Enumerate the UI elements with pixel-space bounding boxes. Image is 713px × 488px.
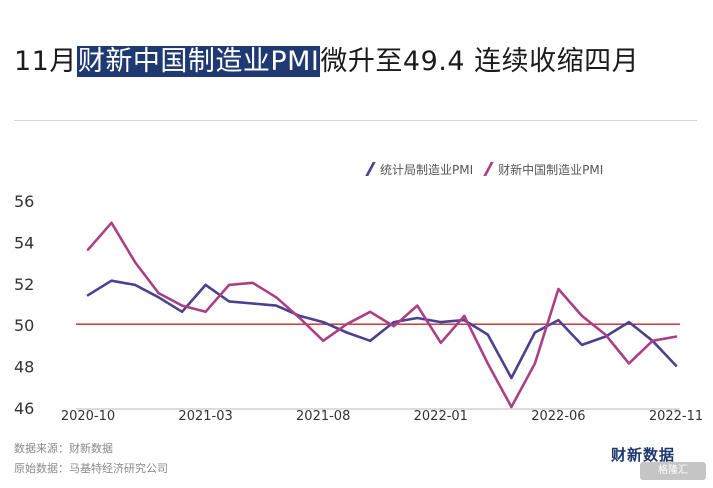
y-tick-label: 54 (14, 233, 34, 252)
source-value: 财新数据 (69, 442, 113, 455)
watermark-stamp: 格隆汇 (640, 462, 706, 480)
series-line-nbs (86, 279, 678, 380)
series-line-caixin (86, 221, 678, 409)
origin-value: 马基特经济研究公司 (69, 462, 168, 475)
source-label: 数据来源： (14, 442, 69, 455)
legend-label-caixin: 财新中国制造业PMI (498, 162, 604, 177)
x-tick-label: 2021-03 (178, 409, 232, 424)
legend-item-caixin: 财新中国制造业PMI (483, 161, 604, 178)
x-tick-label: 2022-11 (649, 409, 703, 424)
source-line: 数据来源：财新数据 (14, 440, 113, 456)
title-divider (14, 120, 697, 121)
title-highlight: 财新中国制造业PMI (76, 46, 321, 77)
x-tick-label: 2022-06 (531, 409, 585, 424)
y-tick-label: 50 (14, 316, 34, 335)
origin-label: 原始数据： (14, 462, 69, 475)
title-suffix: 微升至49.4 连续收缩四月 (320, 46, 640, 77)
y-tick-label: 56 (14, 192, 34, 211)
x-tick-label: 2020-10 (61, 409, 115, 424)
y-tick-label: 52 (14, 275, 34, 294)
title-prefix: 11月 (14, 46, 77, 77)
legend-swatch-caixin (483, 162, 494, 176)
x-tick-label: 2021-08 (296, 409, 350, 424)
brand-logo: 财新数据 (611, 446, 676, 464)
legend-item-nbs: 统计局制造业PMI (365, 161, 474, 178)
y-tick-label: 46 (14, 399, 34, 418)
chart-title: 11月财新中国制造业PMI微升至49.4 连续收缩四月 (14, 40, 639, 84)
x-tick-label: 2022-01 (414, 409, 468, 424)
legend: 统计局制造业PMI 财新中国制造业PMI (365, 158, 617, 180)
legend-label-nbs: 统计局制造业PMI (380, 162, 474, 177)
origin-line: 原始数据：马基特经济研究公司 (14, 460, 168, 476)
y-tick-label: 48 (14, 358, 34, 377)
